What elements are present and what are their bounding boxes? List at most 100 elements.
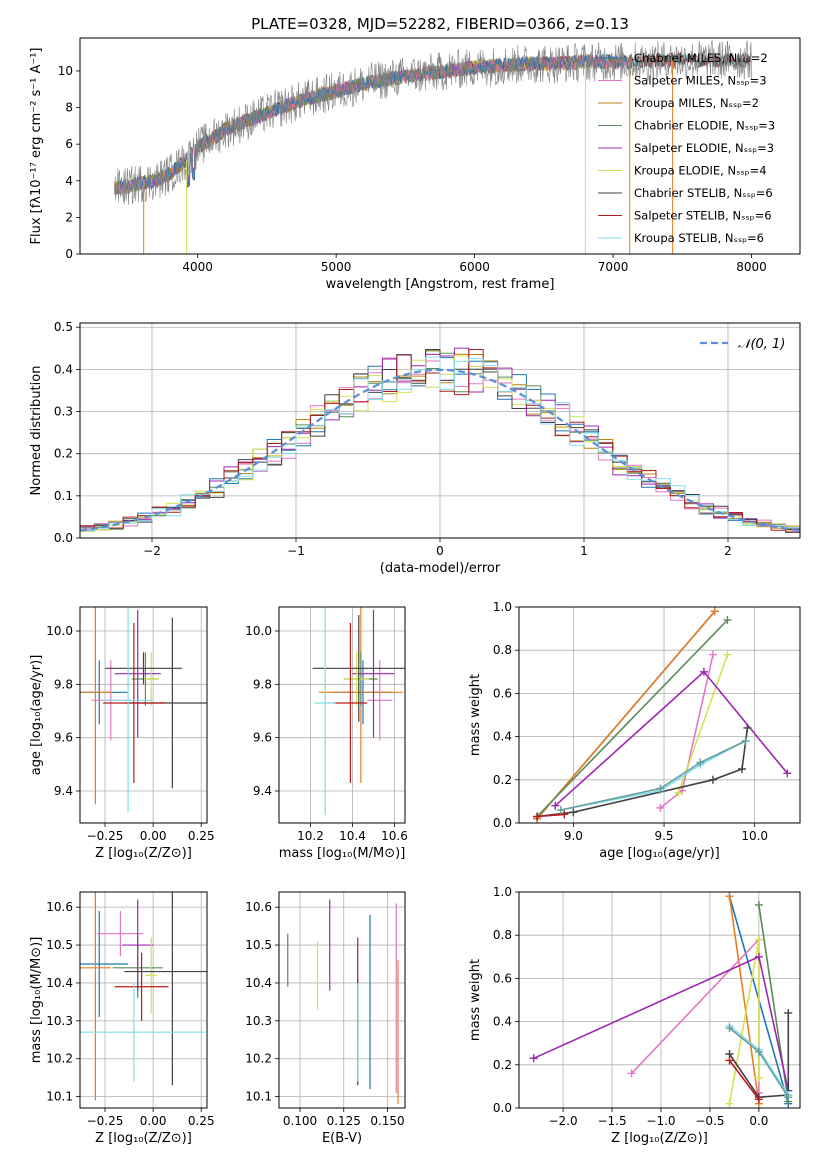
x-tick-label: −2.0 bbox=[548, 1114, 577, 1128]
plot-area bbox=[80, 892, 207, 1101]
x-tick-label: 10.2 bbox=[297, 829, 324, 843]
weight-marker bbox=[723, 650, 732, 659]
x-tick-label: −1 bbox=[287, 544, 305, 558]
error-bar-point bbox=[145, 937, 157, 1014]
weight-marker bbox=[551, 801, 560, 810]
error-bar-point bbox=[122, 899, 154, 991]
legend-label: Kroupa MILES, Nₛₛₚ=2 bbox=[634, 96, 759, 110]
axes-frame bbox=[79, 891, 208, 1109]
x-axis-label: wavelength [Angstrom, rest frame] bbox=[326, 277, 555, 292]
y-tick-label: 9.4 bbox=[253, 784, 272, 798]
y-tick-label: 0 bbox=[65, 247, 73, 261]
weight-marker bbox=[569, 808, 578, 817]
weight-marker bbox=[725, 1024, 734, 1033]
error-bar-point bbox=[103, 607, 154, 813]
y-tick-label: 0.4 bbox=[493, 1015, 512, 1029]
y-tick-label: 10.2 bbox=[46, 1052, 73, 1066]
axes-frame bbox=[278, 606, 406, 824]
weight-marker bbox=[696, 758, 705, 767]
weight-marker bbox=[674, 788, 683, 797]
error-bar-point bbox=[103, 623, 165, 783]
weight-marker bbox=[533, 812, 542, 821]
weight-series bbox=[725, 1024, 793, 1102]
error-bar-point bbox=[143, 652, 159, 706]
y-tick-label: 10.0 bbox=[245, 624, 272, 638]
weight-marker bbox=[556, 806, 565, 815]
legend-label: 𝒩(0, 1) bbox=[738, 337, 785, 352]
weight-series bbox=[556, 736, 750, 815]
weight-series bbox=[533, 723, 752, 821]
plot-area bbox=[533, 607, 792, 823]
y-tick-label: 0.1 bbox=[54, 489, 73, 503]
weight-marker bbox=[783, 769, 792, 778]
error-bar-point bbox=[367, 660, 393, 741]
weight-marker bbox=[656, 803, 665, 812]
error-bar-point bbox=[344, 652, 370, 706]
y-tick-label: 0.2 bbox=[493, 1058, 512, 1072]
y-tick-label: 0.4 bbox=[493, 730, 512, 744]
error-bar-point bbox=[333, 623, 368, 783]
x-tick-label: 10.6 bbox=[381, 829, 408, 843]
weight-marker bbox=[743, 723, 752, 732]
x-tick-label: 0.0 bbox=[749, 1114, 768, 1128]
x-tick-label: −2 bbox=[143, 544, 161, 558]
y-axis-label: Flux [fλ10⁻¹⁷ erg cm⁻² s⁻¹ A⁻¹] bbox=[29, 48, 44, 245]
legend-label: Salpeter ELODIE, Nₛₛₚ=3 bbox=[634, 141, 774, 155]
x-tick-label: 5000 bbox=[321, 260, 352, 274]
observed-spectrum bbox=[114, 39, 752, 205]
y-axis-label: Normed distribution bbox=[29, 366, 44, 496]
y-tick-label: 10 bbox=[58, 64, 73, 78]
y-tick-label: 0.8 bbox=[493, 643, 512, 657]
weight-marker bbox=[725, 1099, 734, 1108]
y-tick-label: 6 bbox=[65, 137, 73, 151]
y-tick-label: 10.0 bbox=[46, 624, 73, 638]
weight-marker bbox=[754, 935, 763, 944]
weight-marker bbox=[529, 1054, 538, 1063]
legend-label: Chabrier ELODIE, Nₛₛₚ=3 bbox=[634, 119, 775, 133]
weight-marker bbox=[754, 952, 763, 961]
plot-area bbox=[312, 607, 405, 815]
y-tick-label: 9.6 bbox=[54, 731, 73, 745]
x-axis-label: age [log₁₀(age/yr)] bbox=[599, 846, 720, 861]
panel-mass-vs-Z: −0.25 0.00 0.25 10.1 10.2 10.3 10.4 10.5 10.6 Z [… bbox=[29, 891, 215, 1146]
y-tick-label: 4 bbox=[65, 174, 73, 188]
panel-mass-weight-vs-Z: −2.0 −1.5 −1.0 −0.5 0.0 0.0 0.2 0.4 0.6 0.8 1.0 Z [… bbox=[468, 885, 801, 1146]
y-axis-label: mass weight bbox=[468, 674, 483, 756]
x-tick-label: 7000 bbox=[598, 260, 629, 274]
x-tick-label: 0.125 bbox=[327, 1114, 361, 1128]
weight-marker bbox=[784, 1093, 793, 1102]
y-tick-label: 1.0 bbox=[493, 885, 512, 899]
plot-area bbox=[114, 39, 752, 254]
plot-area bbox=[287, 899, 399, 1105]
axes-frame bbox=[79, 37, 801, 255]
x-tick-label: 0.25 bbox=[188, 829, 215, 843]
legend-label: Kroupa ELODIE, Nₛₛₚ=4 bbox=[634, 164, 767, 178]
axes-frame bbox=[79, 322, 801, 539]
weight-marker bbox=[754, 1073, 763, 1082]
figure-title: PLATE=0328, MJD=52282, FIBERID=0366, z=0… bbox=[251, 15, 629, 33]
weight-marker bbox=[708, 775, 717, 784]
x-tick-label: −0.25 bbox=[87, 1114, 124, 1128]
x-tick-label: 1 bbox=[580, 544, 588, 558]
legend-label: Chabrier MILES, Nₛₛₚ=2 bbox=[634, 51, 768, 65]
weight-marker bbox=[737, 765, 746, 773]
x-tick-label: −0.5 bbox=[695, 1114, 724, 1128]
weight-line bbox=[728, 896, 760, 1104]
y-tick-label: 0.6 bbox=[493, 971, 512, 985]
error-bar-point bbox=[314, 607, 336, 815]
x-axis-label: (data-model)/error bbox=[380, 561, 501, 576]
y-tick-label: 9.6 bbox=[253, 731, 272, 745]
x-axis-label: E(B-V) bbox=[322, 1131, 362, 1146]
x-tick-label: 9.0 bbox=[564, 829, 583, 843]
x-tick-label: 0.00 bbox=[140, 829, 167, 843]
weight-marker bbox=[656, 784, 665, 793]
weight-marker bbox=[741, 736, 750, 745]
y-axis-label: mass [log₁₀(M/M⊙)] bbox=[29, 937, 44, 1064]
y-tick-label: 10.3 bbox=[46, 1014, 73, 1028]
weight-series bbox=[533, 810, 569, 821]
weight-line bbox=[536, 619, 729, 818]
axes-frame bbox=[79, 606, 208, 824]
error-bar-point bbox=[352, 609, 395, 738]
weight-series bbox=[725, 935, 763, 1108]
axes-frame bbox=[518, 606, 801, 824]
